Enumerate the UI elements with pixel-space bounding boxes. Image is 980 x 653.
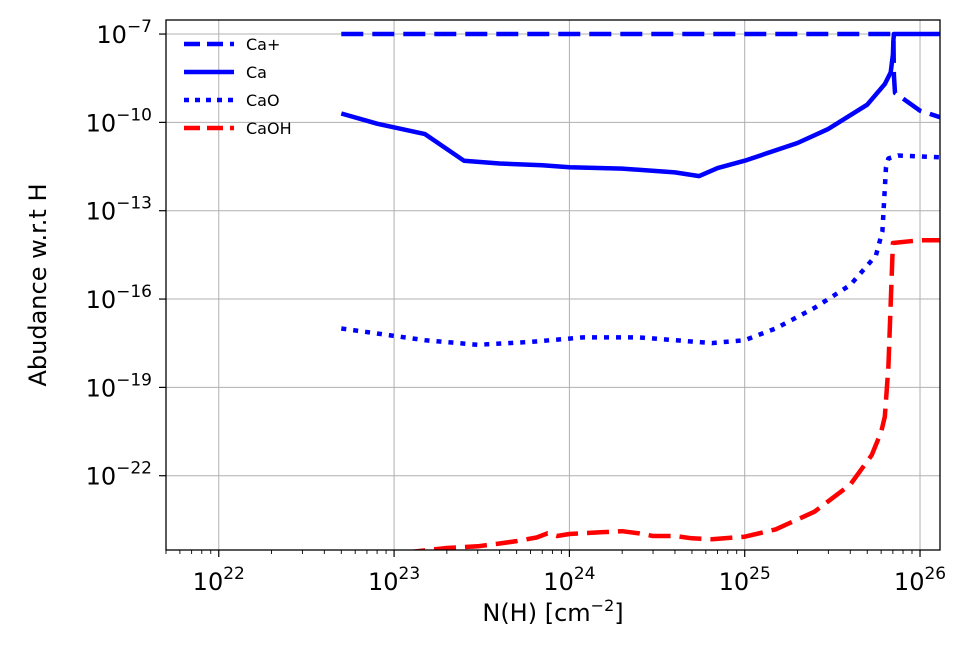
series-line-ca- xyxy=(341,31,940,120)
y-axis-label: Abudance w.r.t H xyxy=(24,183,52,386)
y-tick-label: 10−22 xyxy=(86,459,152,491)
legend-label: CaO xyxy=(246,91,280,110)
y-tick-label: 10−16 xyxy=(86,282,152,314)
y-tick-label: 10−7 xyxy=(96,17,152,49)
series-line-ca xyxy=(340,31,940,179)
y-tick-label: 10−10 xyxy=(86,105,152,137)
series-line-cao xyxy=(340,153,940,348)
x-tick-label: 1023 xyxy=(368,564,420,596)
legend-label: Ca+ xyxy=(246,35,280,54)
series-line-caoh xyxy=(408,237,940,550)
x-minor-ticks xyxy=(165,550,913,554)
x-tick-label: 1026 xyxy=(894,564,946,596)
x-axis-label: N(H) [cm−2] xyxy=(482,596,623,627)
plot-frame xyxy=(165,19,941,551)
legend-label: CaOH xyxy=(246,119,292,138)
y-tick-label: 10−19 xyxy=(86,370,152,402)
legend-item: CaO xyxy=(184,91,280,110)
grid xyxy=(166,20,940,550)
x-tick-label: 1025 xyxy=(719,564,771,596)
legend-label: Ca xyxy=(246,63,267,82)
x-tick-label: 1022 xyxy=(193,564,245,596)
legend-item: CaOH xyxy=(184,119,292,138)
x-tick-label: 1024 xyxy=(543,564,595,596)
legend: Ca+ Ca CaO CaOH xyxy=(184,35,292,138)
y-tick-label: 10−13 xyxy=(86,194,152,226)
legend-item: Ca+ xyxy=(184,35,280,54)
ticks: 1022 1023 1024 1025 1026 10−7 10−10 10−13 10−16 1… xyxy=(86,17,947,596)
series-layer xyxy=(340,31,940,550)
legend-item: Ca xyxy=(184,63,267,82)
